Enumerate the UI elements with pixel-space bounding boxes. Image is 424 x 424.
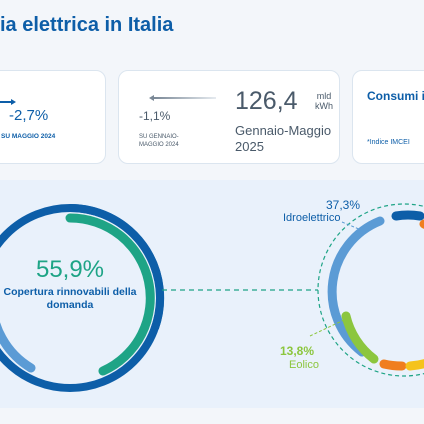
industrial-note: *Indice IMCEI — [367, 139, 410, 146]
arrow-right-icon — [11, 99, 16, 105]
arrow-left-icon — [149, 95, 154, 101]
consumption-value: 126,4 — [235, 87, 298, 115]
hydro-label: Idroelettrico — [283, 212, 341, 224]
coverage-value: 55,9% — [35, 256, 105, 283]
wind-leader-line — [309, 319, 345, 337]
wind-segment — [341, 311, 379, 364]
demand-ring-highlight — [69, 203, 165, 330]
other-coverage-arc — [0, 321, 36, 373]
source-segment-orange-2 — [379, 359, 407, 371]
monthly-change-card: -2,7% SU MAGGIO 2024 — [0, 70, 106, 164]
monthly-change-value: -2,7% — [9, 107, 49, 124]
hydro-segment — [327, 216, 385, 357]
wind-share: 13,8% — [280, 344, 315, 358]
wind-label: Eolico — [289, 359, 319, 371]
source-segment-yellow — [405, 359, 424, 371]
renewables-coverage-arc — [65, 213, 155, 376]
industrial-title: Consumi industriali — [367, 89, 424, 103]
consumption-unit: mld kWh — [315, 91, 333, 111]
period-change-label: SU GENNAIO-MAGGIO 2024 — [139, 134, 179, 148]
hydro-leader-line — [341, 221, 367, 233]
trend-arrow-icon — [0, 101, 11, 103]
trend-arrow-line — [154, 97, 216, 99]
industrial-consumption-card: Consumi industriali *Indice IMCEI — [352, 70, 424, 164]
monthly-change-label: SU MAGGIO 2024 — [1, 133, 56, 140]
sources-dashed-ring — [317, 203, 424, 377]
hydro-share: 37,3% — [326, 198, 361, 212]
period-consumption-card: -1,1% SU GENNAIO-MAGGIO 2024 126,4 mld k… — [118, 70, 340, 164]
source-segment-blue — [391, 210, 424, 221]
page-title: ia elettrica in Italia — [0, 14, 174, 36]
coverage-label: Copertura rinnovabili della domanda — [3, 286, 137, 311]
period-change-value: -1,1% — [139, 109, 171, 123]
consumption-period: Gennaio-Maggio 2025 — [235, 123, 332, 154]
